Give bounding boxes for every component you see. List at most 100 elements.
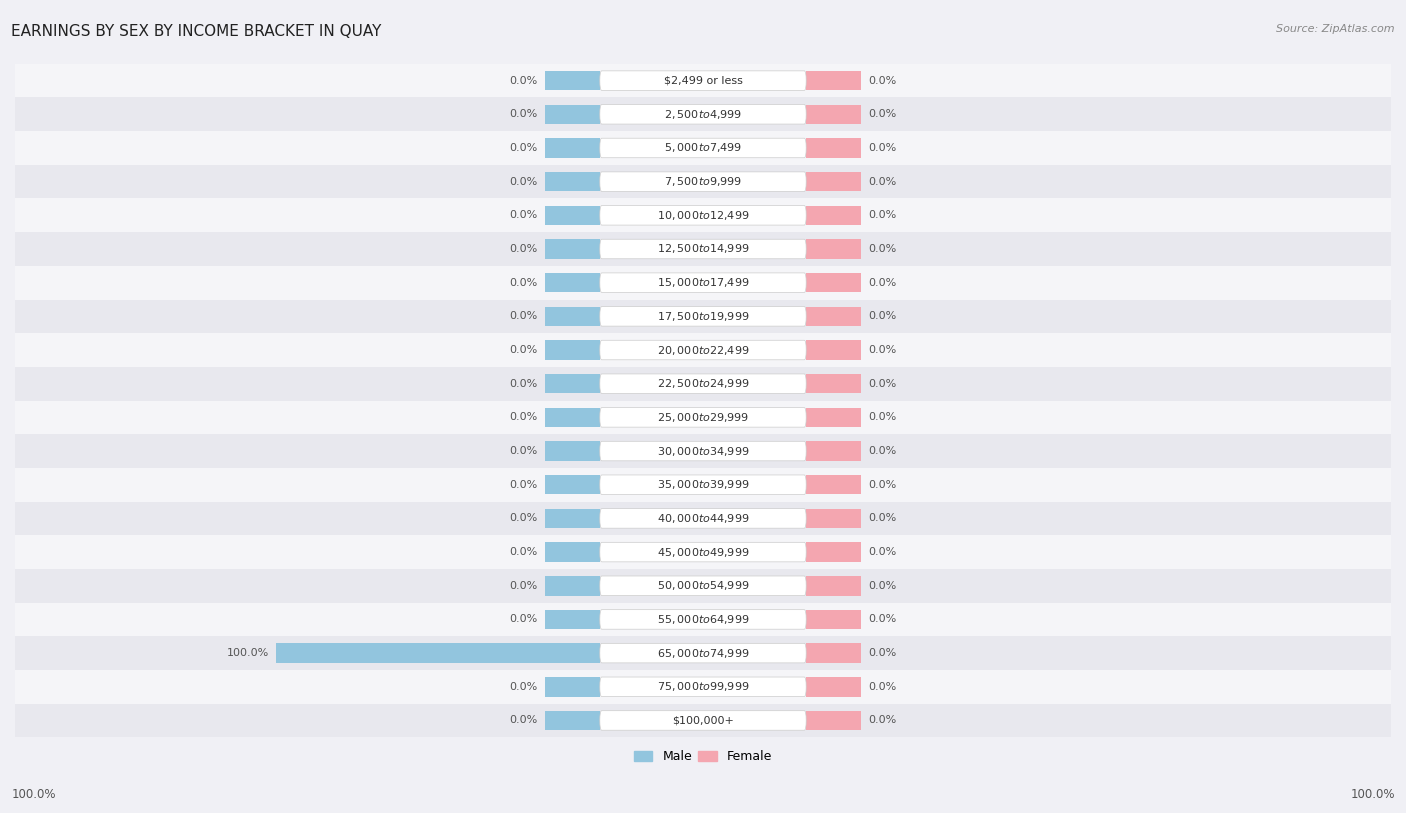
Bar — [15, 434, 1391, 468]
Bar — [806, 206, 862, 225]
Text: $5,000 to $7,499: $5,000 to $7,499 — [664, 141, 742, 154]
Bar — [544, 71, 600, 90]
Text: 0.0%: 0.0% — [868, 480, 897, 489]
Text: $50,000 to $54,999: $50,000 to $54,999 — [657, 579, 749, 592]
Bar — [15, 63, 1391, 98]
Bar — [806, 71, 862, 90]
Text: 0.0%: 0.0% — [868, 311, 897, 321]
Text: 0.0%: 0.0% — [868, 547, 897, 557]
Text: $30,000 to $34,999: $30,000 to $34,999 — [657, 445, 749, 458]
Bar — [544, 509, 600, 528]
Bar — [15, 569, 1391, 602]
Bar — [544, 475, 600, 494]
Text: 0.0%: 0.0% — [868, 176, 897, 187]
FancyBboxPatch shape — [600, 239, 806, 259]
Bar — [15, 602, 1391, 637]
Bar — [544, 610, 600, 629]
Bar — [806, 643, 862, 663]
Bar — [544, 172, 600, 191]
FancyBboxPatch shape — [600, 206, 806, 225]
FancyBboxPatch shape — [600, 475, 806, 494]
Bar — [15, 535, 1391, 569]
Bar — [544, 576, 600, 596]
Text: 0.0%: 0.0% — [509, 211, 538, 220]
Text: 0.0%: 0.0% — [509, 143, 538, 153]
Text: $55,000 to $64,999: $55,000 to $64,999 — [657, 613, 749, 626]
Bar — [806, 307, 862, 326]
Text: 0.0%: 0.0% — [868, 109, 897, 120]
Bar — [15, 131, 1391, 165]
Text: 0.0%: 0.0% — [868, 345, 897, 355]
FancyBboxPatch shape — [600, 172, 806, 191]
Bar — [544, 206, 600, 225]
Bar — [544, 441, 600, 461]
Bar — [15, 401, 1391, 434]
Text: $15,000 to $17,499: $15,000 to $17,499 — [657, 276, 749, 289]
Bar — [15, 333, 1391, 367]
Text: $100,000+: $100,000+ — [672, 715, 734, 725]
Text: 0.0%: 0.0% — [509, 547, 538, 557]
Text: 100.0%: 100.0% — [1350, 788, 1395, 801]
FancyBboxPatch shape — [600, 138, 806, 158]
FancyBboxPatch shape — [600, 677, 806, 697]
Text: 0.0%: 0.0% — [868, 615, 897, 624]
Bar — [806, 542, 862, 562]
Bar — [544, 542, 600, 562]
Text: 0.0%: 0.0% — [868, 715, 897, 725]
Text: $22,500 to $24,999: $22,500 to $24,999 — [657, 377, 749, 390]
Bar — [15, 703, 1391, 737]
Text: $40,000 to $44,999: $40,000 to $44,999 — [657, 512, 749, 525]
Text: 0.0%: 0.0% — [509, 379, 538, 389]
FancyBboxPatch shape — [600, 643, 806, 663]
Bar — [806, 475, 862, 494]
Bar — [806, 239, 862, 259]
Bar — [15, 367, 1391, 401]
FancyBboxPatch shape — [600, 71, 806, 90]
Text: 0.0%: 0.0% — [509, 76, 538, 85]
Bar — [544, 105, 600, 124]
Bar — [544, 677, 600, 697]
Bar — [806, 273, 862, 293]
FancyBboxPatch shape — [600, 576, 806, 596]
Text: 0.0%: 0.0% — [509, 446, 538, 456]
Text: 0.0%: 0.0% — [509, 412, 538, 423]
FancyBboxPatch shape — [600, 105, 806, 124]
Bar — [806, 509, 862, 528]
Bar — [15, 198, 1391, 233]
FancyBboxPatch shape — [600, 441, 806, 461]
Text: Source: ZipAtlas.com: Source: ZipAtlas.com — [1277, 24, 1395, 34]
Bar — [15, 502, 1391, 535]
Text: $25,000 to $29,999: $25,000 to $29,999 — [657, 411, 749, 424]
Bar — [277, 643, 600, 663]
Text: $35,000 to $39,999: $35,000 to $39,999 — [657, 478, 749, 491]
Text: 100.0%: 100.0% — [228, 648, 270, 658]
Legend: Male, Female: Male, Female — [628, 745, 778, 768]
Text: $75,000 to $99,999: $75,000 to $99,999 — [657, 680, 749, 693]
Bar — [806, 407, 862, 427]
Text: 0.0%: 0.0% — [868, 76, 897, 85]
Text: 0.0%: 0.0% — [509, 715, 538, 725]
Text: 0.0%: 0.0% — [509, 109, 538, 120]
Bar — [15, 637, 1391, 670]
Text: 0.0%: 0.0% — [868, 513, 897, 524]
Text: $20,000 to $22,499: $20,000 to $22,499 — [657, 344, 749, 357]
Bar — [15, 165, 1391, 198]
Bar — [806, 610, 862, 629]
Bar — [806, 341, 862, 360]
Text: $2,500 to $4,999: $2,500 to $4,999 — [664, 108, 742, 121]
Bar — [806, 711, 862, 730]
FancyBboxPatch shape — [600, 711, 806, 730]
Text: 0.0%: 0.0% — [509, 311, 538, 321]
Text: 0.0%: 0.0% — [868, 412, 897, 423]
Bar — [15, 266, 1391, 299]
Bar — [544, 239, 600, 259]
Text: $10,000 to $12,499: $10,000 to $12,499 — [657, 209, 749, 222]
Text: 0.0%: 0.0% — [868, 446, 897, 456]
Bar — [806, 441, 862, 461]
Text: 0.0%: 0.0% — [509, 480, 538, 489]
Bar — [15, 299, 1391, 333]
Bar — [806, 576, 862, 596]
Text: 0.0%: 0.0% — [509, 682, 538, 692]
FancyBboxPatch shape — [600, 374, 806, 393]
Bar — [544, 374, 600, 393]
